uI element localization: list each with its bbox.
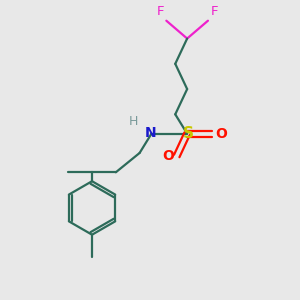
Text: O: O [215, 127, 227, 141]
Text: F: F [157, 5, 165, 18]
Text: F: F [211, 5, 218, 18]
Text: N: N [145, 126, 157, 140]
Text: O: O [162, 149, 174, 163]
Text: S: S [183, 126, 194, 141]
Text: H: H [129, 115, 138, 128]
